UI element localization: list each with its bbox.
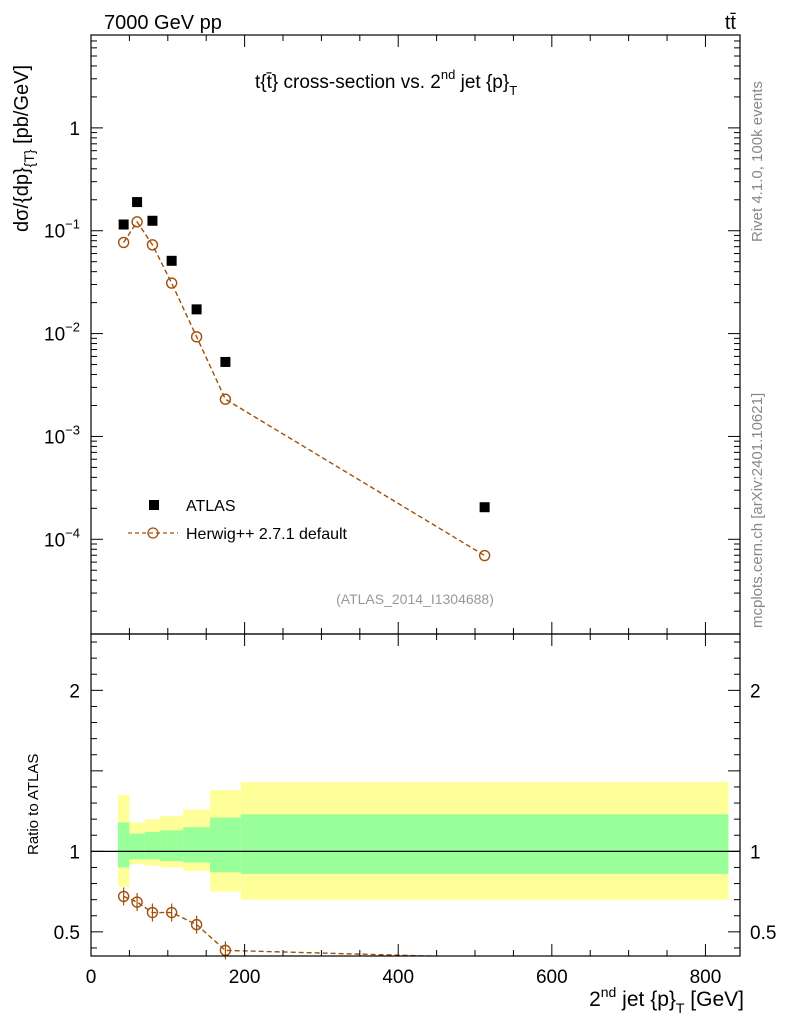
ratio-y-tick-label: 1 [69,842,80,863]
energy-label: 7000 GeV pp [104,12,222,34]
legend: ATLAS Herwig++ 2.7.1 default [128,498,348,543]
uncertainty-band-inner [160,830,184,862]
main-y-tick-label: 10−1 [44,217,80,243]
main-ylabel: dσ/{dp}{T} [pb/GeV] [11,65,37,232]
uncertainty-band-inner [117,822,130,868]
ratio-mc-point [117,890,130,903]
x-axis-label: 2nd jet {p}T [GeV] [589,984,744,1016]
uncertainty-band-inner [240,814,729,874]
legend-mc-label: Herwig++ 2.7.1 default [186,526,348,543]
x-tick-label: 200 [229,967,261,988]
main-y-tick-label: 10−2 [44,320,80,346]
x-tick-label: 400 [382,967,414,988]
mc-point [146,239,159,251]
uncertainty-band-inner [183,827,211,863]
legend-atlas-label: ATLAS [186,498,236,515]
ratio-mc-point [165,906,178,919]
atlas-point [166,255,177,266]
ratio-y-tick-label: 2 [69,681,80,702]
main-title: t{t̄} cross-section vs. 2nd jet {p}T [255,67,517,98]
mc-point [219,393,232,405]
main-panel: 1 10−1 10−2 10−3 10−4 t{t̄} cross-section vs… [11,34,741,635]
ratio-y-tick-label-right: 1 [750,842,761,863]
ratio-y-tick-label: 0.5 [54,923,80,944]
atlas-point [132,197,143,208]
rivet-label: Rivet 4.1.0, 100k events [749,81,766,242]
legend-atlas-marker [149,500,159,510]
uncertainty-band-inner [129,833,145,860]
main-y-tick-label: 10−3 [44,422,80,448]
atlas-point [118,219,129,230]
ratio-mc-point [131,896,143,908]
ratio-mc-point [190,918,203,931]
main-frame [90,34,741,635]
ratio-mc-point [146,906,159,919]
uncertainty-band-inner [144,832,161,860]
ratio-panel: 0 200 400 600 800 0.5 0.5 1 1 2 2 Ratio to ATLAS 2… [25,633,776,1016]
main-y-tick-label: 1 [69,119,80,140]
x-tick-label: 600 [536,967,568,988]
process-label: tt̄ [725,12,737,34]
atlas-point [147,215,158,226]
main-y-tick-label: 10−4 [44,525,80,551]
ratio-y-tick-label-right: 0.5 [750,923,776,944]
mcplots-label: mcplots.cern.ch [arXiv:2401.10621] [749,393,766,628]
mc-point [478,549,491,562]
legend-mc-marker [147,527,159,539]
ratio-frame [90,633,741,957]
uncertainty-band-inner [210,817,241,873]
ratio-ylabel: Ratio to ATLAS [25,754,42,855]
ratio-y-tick-label-right: 2 [750,681,761,702]
mc-point [165,277,178,289]
ratio-mc-point [219,944,232,957]
mc-point [117,236,130,249]
mc-point [131,216,143,228]
ratio-mc-line [123,895,453,956]
x-tick-label: 0 [86,967,97,988]
mc-series-line [123,220,485,557]
watermark: (ATLAS_2014_I1304688) [336,591,494,607]
mc-point [190,331,203,343]
x-tick-label: 800 [690,967,722,988]
atlas-point [191,304,202,315]
atlas-point [220,356,231,367]
atlas-point [479,502,490,513]
